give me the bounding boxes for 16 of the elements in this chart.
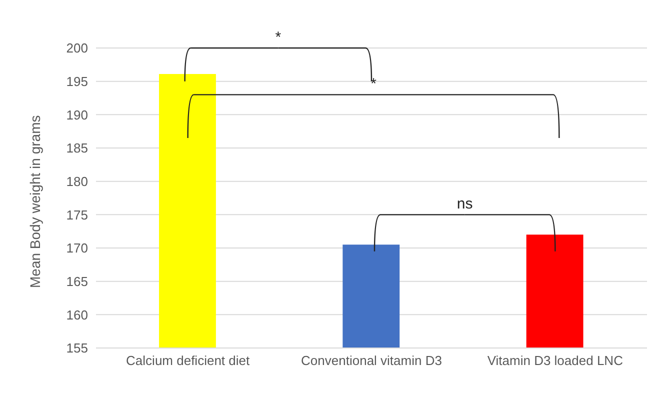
- y-tick-label: 165: [66, 274, 88, 289]
- x-tick-label: Conventional vitamin D3: [301, 353, 442, 368]
- y-tick-label: 180: [66, 174, 88, 189]
- y-axis-title: Mean Body weight in grams: [26, 115, 43, 288]
- y-tick-label: 195: [66, 74, 88, 89]
- y-tick-label: 160: [66, 307, 88, 322]
- annotation: ns: [456, 196, 473, 213]
- y-tick-label: 170: [66, 240, 88, 256]
- y-tick-label: 190: [66, 107, 88, 122]
- y-tick-label: 155: [66, 340, 88, 356]
- y-tick-label: 185: [66, 140, 88, 156]
- x-tick-label: Vitamin D3 loaded LNC: [487, 353, 623, 368]
- x-tick-label: Calcium deficient diet: [126, 353, 250, 368]
- text: *: [275, 29, 282, 46]
- y-tick-label: 175: [66, 207, 88, 222]
- y-tick-label: 200: [66, 40, 88, 56]
